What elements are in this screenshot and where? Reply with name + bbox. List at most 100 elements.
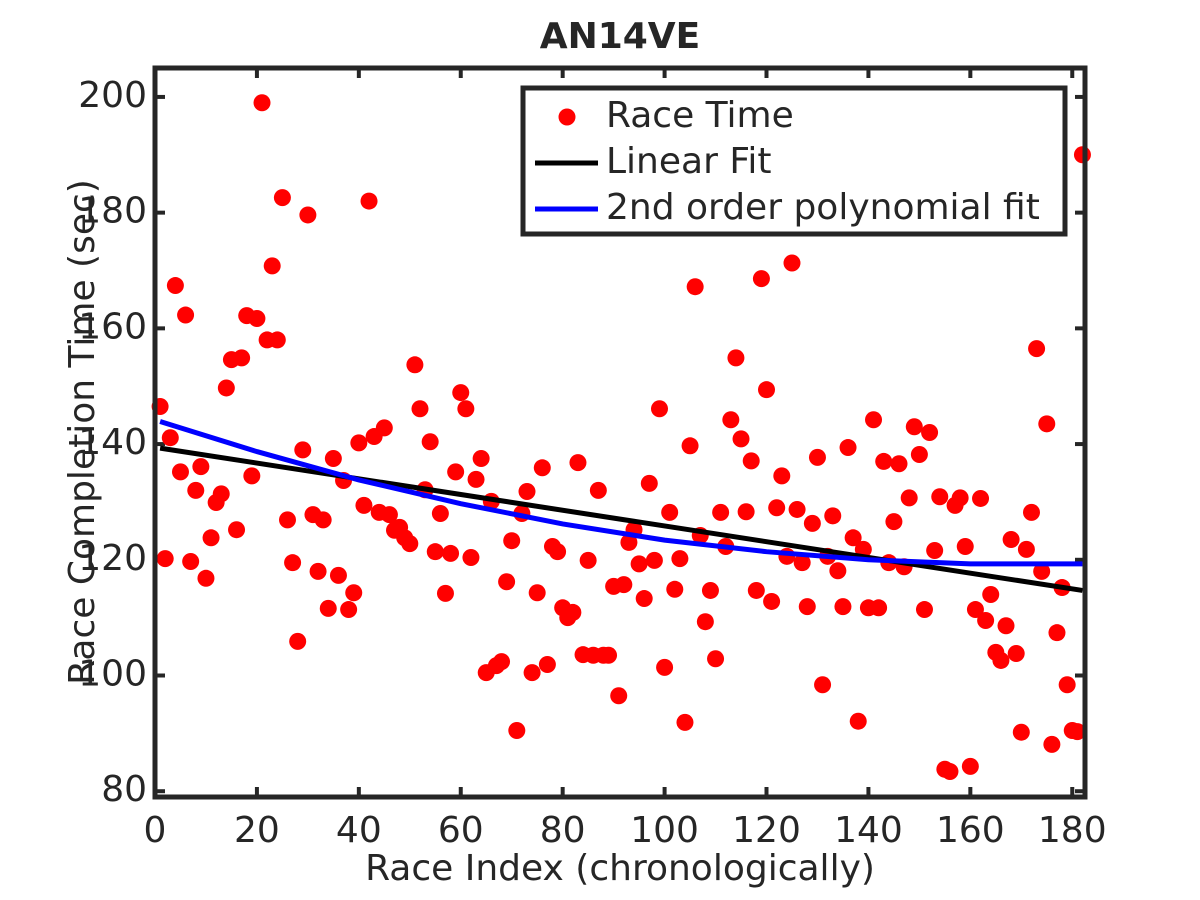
legend-label: Linear Fit xyxy=(606,141,772,182)
data-point xyxy=(457,400,475,418)
data-point xyxy=(997,617,1015,635)
data-point xyxy=(589,481,607,499)
x-tick-label: 60 xyxy=(438,810,484,851)
data-point xyxy=(1058,676,1076,694)
data-point xyxy=(814,676,832,694)
data-point xyxy=(630,555,648,573)
data-point xyxy=(977,612,995,630)
data-point xyxy=(268,331,286,349)
data-point xyxy=(793,554,811,572)
fit-line xyxy=(159,419,1083,567)
data-point xyxy=(212,485,230,503)
data-point xyxy=(844,529,862,547)
data-point xyxy=(472,450,490,468)
data-point xyxy=(707,650,725,668)
data-point xyxy=(243,467,261,485)
data-point xyxy=(1043,735,1061,753)
data-point xyxy=(355,496,373,514)
x-tick-label: 80 xyxy=(540,810,586,851)
data-point xyxy=(773,467,791,485)
data-point xyxy=(941,763,959,781)
data-point xyxy=(951,489,969,507)
data-point xyxy=(890,455,908,473)
x-tick-label: 100 xyxy=(630,810,699,851)
data-point xyxy=(645,551,663,569)
data-point xyxy=(253,94,271,112)
data-point xyxy=(166,277,184,295)
data-point xyxy=(808,448,826,466)
data-point xyxy=(314,511,332,529)
data-point xyxy=(640,474,658,492)
data-point xyxy=(228,521,246,539)
data-point xyxy=(992,651,1010,669)
data-point xyxy=(931,488,949,506)
data-point xyxy=(788,500,806,518)
data-point xyxy=(803,514,821,532)
data-point xyxy=(329,566,347,584)
data-point xyxy=(763,592,781,610)
data-point xyxy=(324,450,342,468)
data-point xyxy=(834,598,852,616)
legend-box xyxy=(520,85,1068,237)
data-point xyxy=(839,439,857,457)
chart-title: AN14VE xyxy=(540,16,701,57)
data-point xyxy=(375,419,393,437)
data-point xyxy=(875,452,893,470)
data-point xyxy=(676,713,694,731)
data-point xyxy=(278,511,296,529)
data-point xyxy=(921,424,939,441)
data-point xyxy=(436,584,454,602)
y-tick-label: 160 xyxy=(78,306,147,347)
data-point xyxy=(299,206,317,224)
data-point xyxy=(615,576,633,594)
data-point xyxy=(768,499,786,517)
data-point xyxy=(712,503,730,521)
data-point xyxy=(656,658,674,676)
data-point xyxy=(345,584,363,602)
data-point xyxy=(447,463,465,481)
data-point xyxy=(1033,562,1051,580)
data-point xyxy=(202,529,220,547)
data-point xyxy=(360,192,378,210)
data-point xyxy=(900,489,918,507)
data-point xyxy=(421,433,439,451)
data-point xyxy=(467,470,485,488)
data-point xyxy=(865,411,883,429)
data-point xyxy=(192,458,210,476)
data-point xyxy=(849,712,867,730)
data-point xyxy=(742,452,760,470)
data-point xyxy=(1028,340,1046,358)
data-point xyxy=(885,513,903,531)
data-point xyxy=(319,599,337,617)
data-point xyxy=(498,573,516,591)
data-point xyxy=(564,603,582,621)
data-point xyxy=(569,454,587,472)
data-point xyxy=(431,505,449,522)
data-point xyxy=(309,562,327,580)
legend-marker xyxy=(558,108,576,126)
data-point xyxy=(1048,624,1066,642)
data-point xyxy=(961,757,979,775)
data-point xyxy=(966,601,984,619)
data-point xyxy=(666,580,684,598)
data-point xyxy=(401,535,419,553)
data-point xyxy=(549,543,567,561)
data-point xyxy=(273,189,291,207)
data-point xyxy=(1002,531,1020,549)
data-point xyxy=(758,381,776,399)
data-point xyxy=(452,384,470,402)
data-point xyxy=(610,687,628,705)
y-tick-label: 200 xyxy=(78,75,147,116)
data-point xyxy=(233,349,251,367)
data-point xyxy=(284,554,302,572)
data-point xyxy=(1038,415,1056,433)
data-point xyxy=(686,278,704,296)
y-tick-label: 140 xyxy=(78,422,147,463)
data-point xyxy=(798,598,816,616)
data-point xyxy=(681,437,699,455)
data-point xyxy=(263,257,281,275)
data-point xyxy=(1068,723,1086,741)
data-point xyxy=(177,306,195,324)
y-tick-label: 100 xyxy=(78,654,147,695)
legend-label: 2nd order polynomial fit xyxy=(606,187,1040,228)
